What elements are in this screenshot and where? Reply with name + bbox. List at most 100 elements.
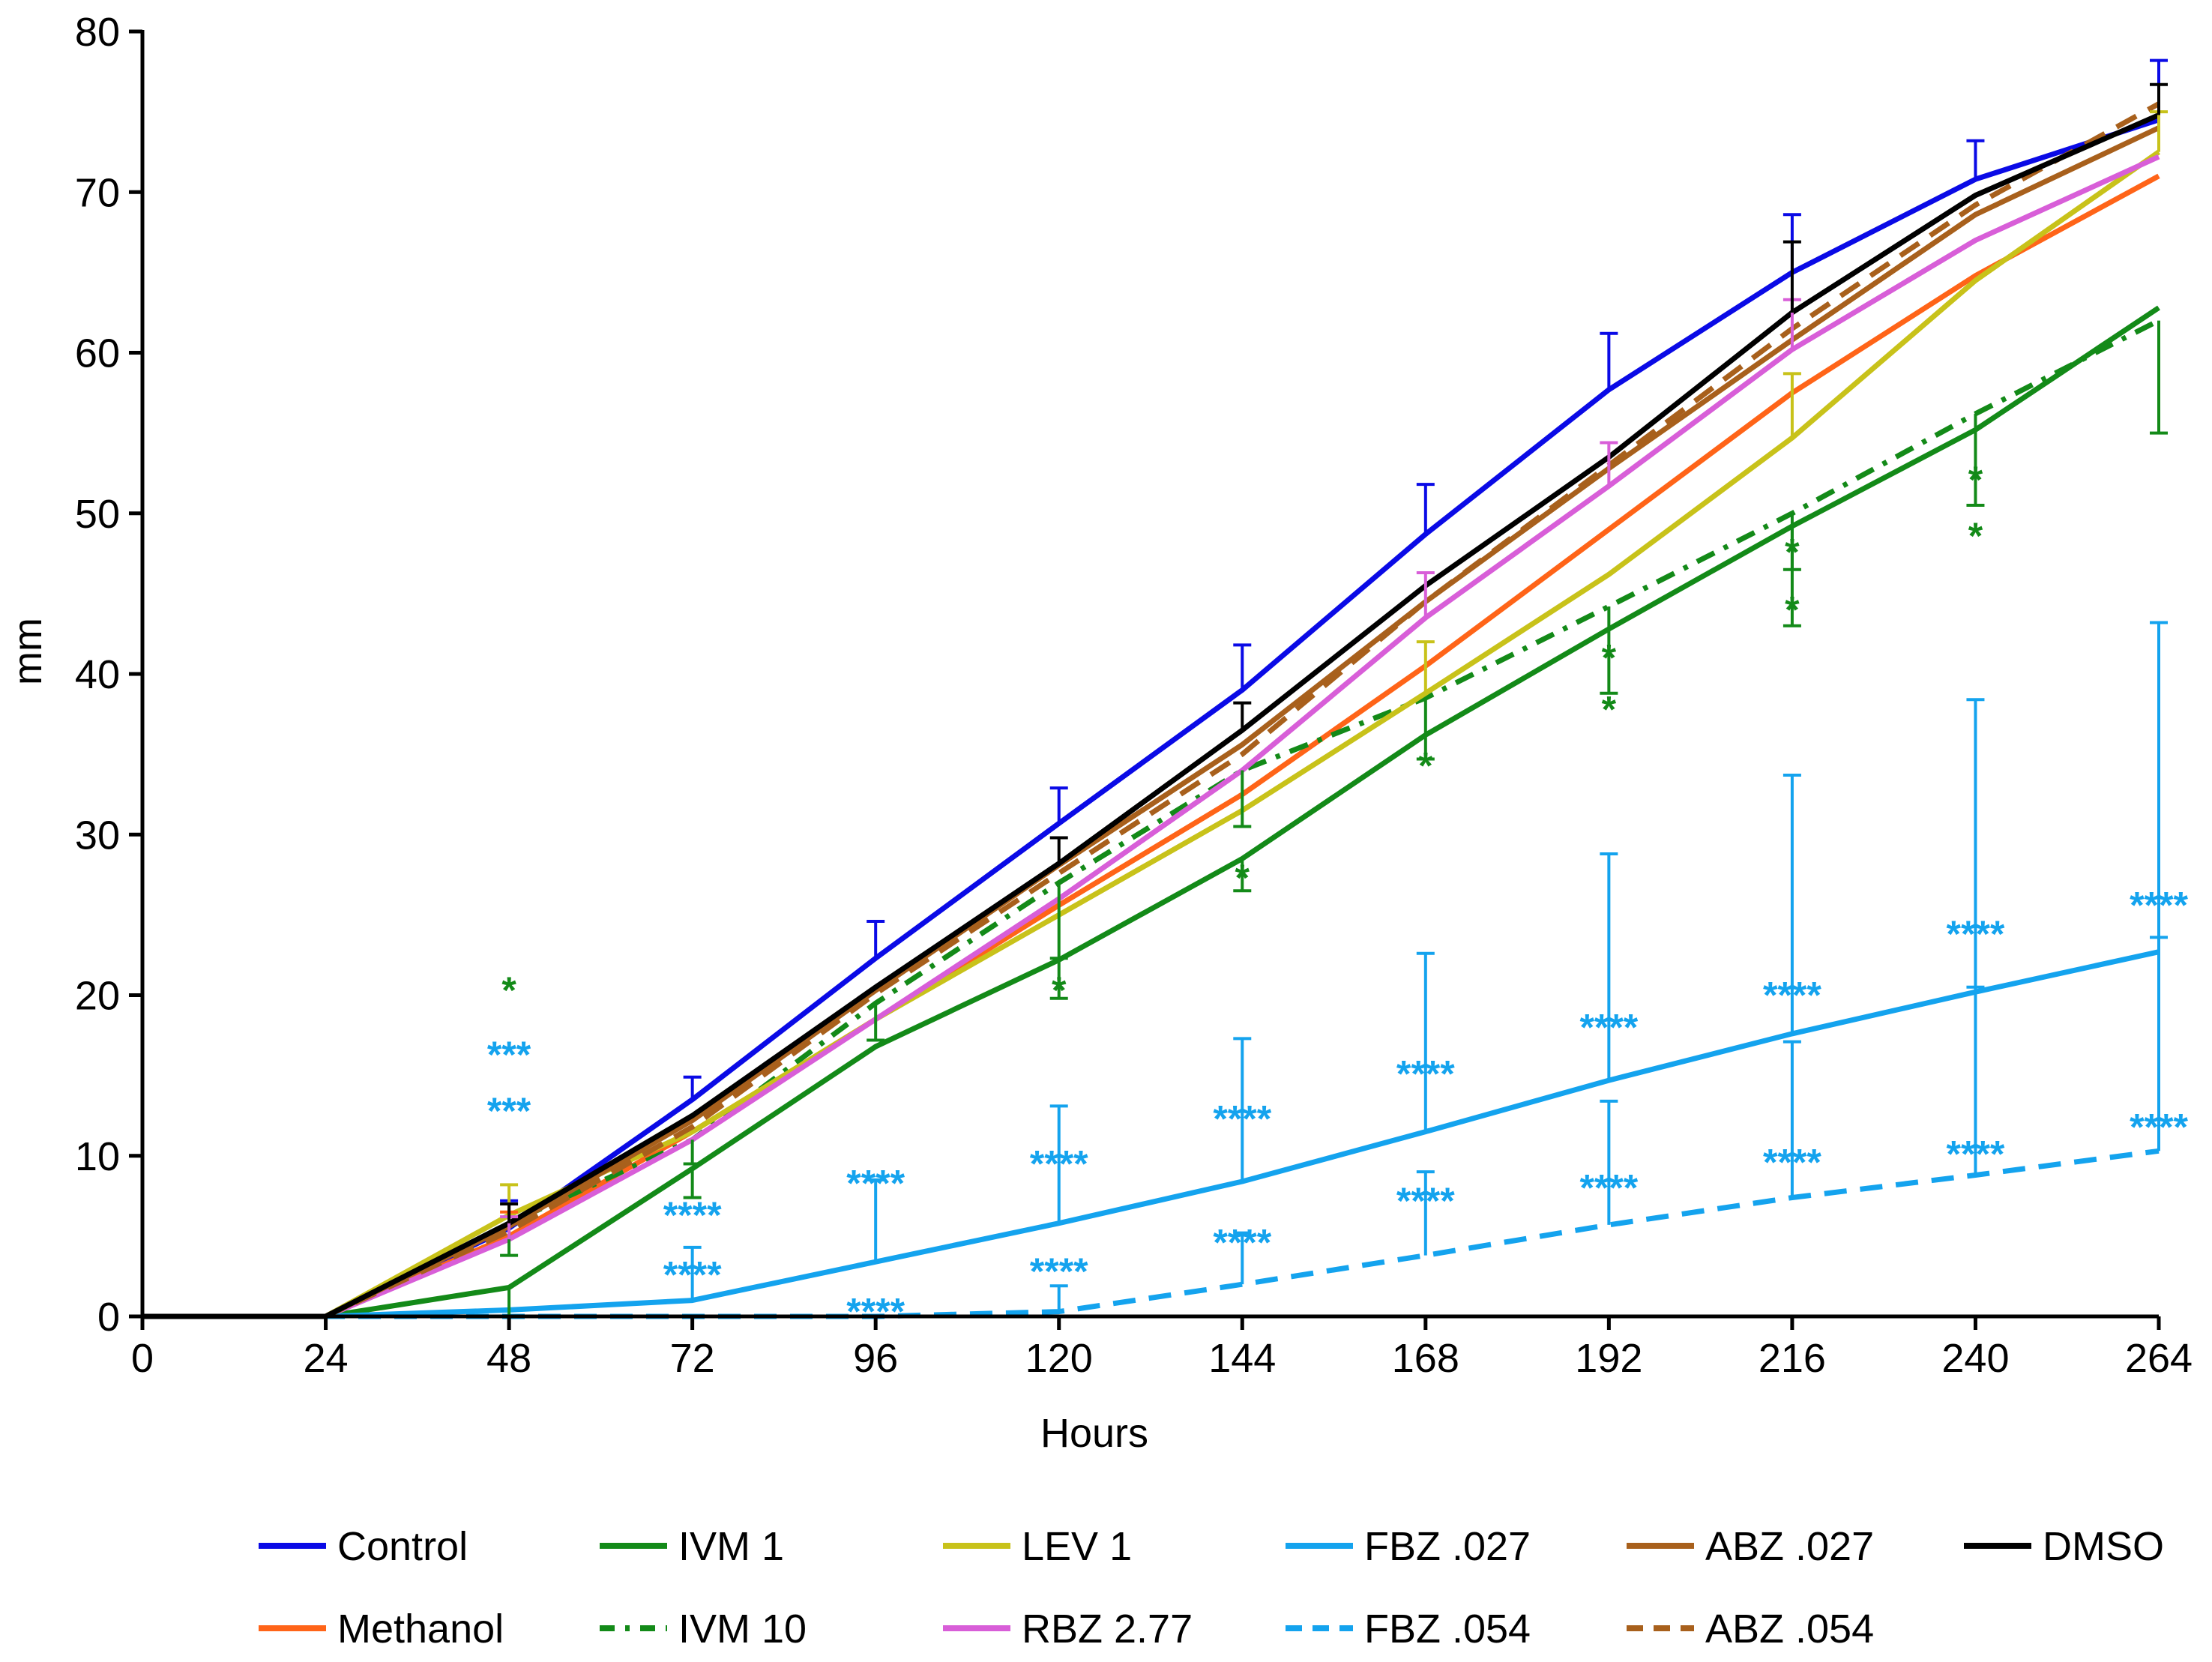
y-axis-title: mm bbox=[5, 618, 50, 685]
legend-label: RBZ 2.77 bbox=[1022, 1607, 1193, 1652]
error-bar-fbz-054 bbox=[2150, 936, 2168, 1151]
error-bar-rbz-2-77 bbox=[1600, 441, 1618, 487]
legend-label: Methanol bbox=[337, 1607, 504, 1652]
error-bar-fbz-054 bbox=[1233, 1231, 1252, 1285]
error-bar-ivm-1 bbox=[1049, 960, 1068, 1000]
error-bar-lev-1 bbox=[1782, 372, 1801, 439]
significance-marker: * bbox=[1785, 531, 1800, 573]
error-bar-lev-1 bbox=[1416, 640, 1435, 693]
x-tick-label: 192 bbox=[1575, 1336, 1642, 1381]
series-line-abz-027 bbox=[142, 125, 2160, 1319]
error-bar-control bbox=[1416, 483, 1435, 535]
y-tick-label: 70 bbox=[75, 170, 120, 215]
significance-marker: **** bbox=[1579, 1167, 1638, 1209]
error-bar-dmso bbox=[500, 1202, 519, 1223]
series-line-rbz-2-77 bbox=[142, 154, 2160, 1319]
error-bar-control bbox=[1600, 331, 1618, 390]
x-tick-label: 24 bbox=[304, 1336, 349, 1381]
significance-marker: *** bbox=[487, 1034, 531, 1076]
error-bar-fbz-054 bbox=[1966, 985, 1985, 1175]
legend-item-control: Control bbox=[259, 1524, 468, 1569]
x-tick-label: 0 bbox=[131, 1336, 154, 1381]
significance-marker: **** bbox=[2130, 885, 2188, 927]
series-line-abz-054 bbox=[142, 101, 2160, 1319]
significance-marker: **** bbox=[1213, 1222, 1271, 1264]
error-bar-ivm-10 bbox=[1233, 770, 1252, 828]
error-bars bbox=[500, 58, 2168, 1318]
legend-label: FBZ .054 bbox=[1364, 1607, 1531, 1652]
legend-label: IVM 1 bbox=[678, 1524, 784, 1569]
legend-label: LEV 1 bbox=[1022, 1524, 1132, 1569]
legend-item-fbz-027: FBZ .027 bbox=[1286, 1524, 1531, 1569]
x-tick-label: 168 bbox=[1392, 1336, 1459, 1381]
significance-marker: * bbox=[1052, 969, 1067, 1011]
x-tick-label: 144 bbox=[1208, 1336, 1276, 1381]
error-bar-ivm-1 bbox=[683, 1168, 702, 1199]
error-bar-dmso bbox=[1049, 836, 1068, 864]
significance-annotations: ****************************************… bbox=[487, 459, 2189, 1333]
legend-item-dmso: DMSO bbox=[1964, 1524, 2164, 1569]
x-tick-label: 120 bbox=[1025, 1336, 1093, 1381]
significance-marker: *** bbox=[487, 1090, 531, 1132]
error-bar-dmso bbox=[1233, 701, 1252, 730]
error-bar-rbz-2-77 bbox=[1416, 571, 1435, 618]
legend-label: ABZ .027 bbox=[1705, 1524, 1874, 1569]
significance-marker: * bbox=[1602, 637, 1617, 679]
significance-marker: **** bbox=[1396, 1053, 1455, 1095]
error-bar-fbz-027 bbox=[1049, 1104, 1068, 1223]
series-line-lev-1 bbox=[142, 149, 2161, 1319]
significance-marker: **** bbox=[1396, 1180, 1455, 1222]
significance-marker: **** bbox=[1213, 1098, 1271, 1140]
series-line-dmso bbox=[142, 112, 2160, 1319]
y-tick-label: 0 bbox=[97, 1295, 120, 1340]
error-bar-ivm-10 bbox=[1782, 513, 1801, 571]
significance-marker: * bbox=[1785, 588, 1800, 630]
significance-marker: * bbox=[501, 969, 516, 1011]
significance-marker: **** bbox=[2130, 1106, 2188, 1148]
significance-marker: * bbox=[1968, 515, 1983, 557]
significance-marker: * bbox=[1602, 688, 1617, 730]
x-tick-label: 264 bbox=[2125, 1336, 2193, 1381]
significance-marker: **** bbox=[1579, 1006, 1638, 1048]
significance-marker: **** bbox=[1763, 1141, 1821, 1183]
error-bar-fbz-054 bbox=[1416, 1170, 1435, 1256]
error-bar-ivm-10 bbox=[1049, 882, 1068, 960]
error-bar-ivm-10 bbox=[683, 1139, 702, 1166]
error-bar-fbz-027 bbox=[2150, 621, 2168, 952]
series-line-fbz-054 bbox=[142, 1148, 2160, 1319]
error-bar-fbz-054 bbox=[1600, 1099, 1618, 1225]
series-line-fbz-027 bbox=[142, 949, 2160, 1319]
error-bar-dmso bbox=[1782, 240, 1801, 313]
series-line-ivm-10 bbox=[142, 318, 2160, 1319]
error-bar-control bbox=[1233, 643, 1252, 690]
series-layer bbox=[142, 101, 2161, 1319]
error-bar-fbz-027 bbox=[1782, 773, 1801, 1034]
y-tick-label: 60 bbox=[75, 331, 120, 376]
error-bar-ivm-10 bbox=[1600, 606, 1618, 695]
significance-marker: **** bbox=[1947, 1133, 2005, 1175]
error-bar-fbz-054 bbox=[1049, 1284, 1068, 1312]
legend-label: DMSO bbox=[2043, 1524, 2164, 1569]
error-bar-ivm-10 bbox=[1966, 413, 1985, 508]
error-bar-control bbox=[683, 1075, 702, 1100]
legend-item-fbz-054: FBZ .054 bbox=[1286, 1607, 1531, 1652]
significance-marker: * bbox=[1418, 744, 1433, 786]
significance-marker: **** bbox=[663, 1253, 722, 1295]
x-tick-label: 48 bbox=[486, 1336, 531, 1381]
error-bar-fbz-027 bbox=[1600, 852, 1618, 1081]
significance-marker: **** bbox=[846, 1162, 905, 1204]
significance-marker: **** bbox=[663, 1194, 722, 1236]
error-bar-control bbox=[1966, 139, 1985, 180]
y-tick-label: 20 bbox=[75, 974, 120, 1019]
significance-marker: **** bbox=[1763, 975, 1821, 1017]
series-line-ivm-1 bbox=[142, 305, 2160, 1319]
error-bar-ivm-1 bbox=[1233, 858, 1252, 893]
significance-marker: **** bbox=[1947, 913, 2005, 955]
y-tick-label: 40 bbox=[75, 652, 120, 697]
legend-label: Control bbox=[337, 1524, 468, 1569]
legend-label: IVM 10 bbox=[678, 1607, 807, 1652]
legend-item-abz-027: ABZ .027 bbox=[1627, 1524, 1874, 1569]
error-bar-ivm-10 bbox=[1416, 698, 1435, 761]
legend-item-rbz-2-77: RBZ 2.77 bbox=[943, 1607, 1193, 1652]
